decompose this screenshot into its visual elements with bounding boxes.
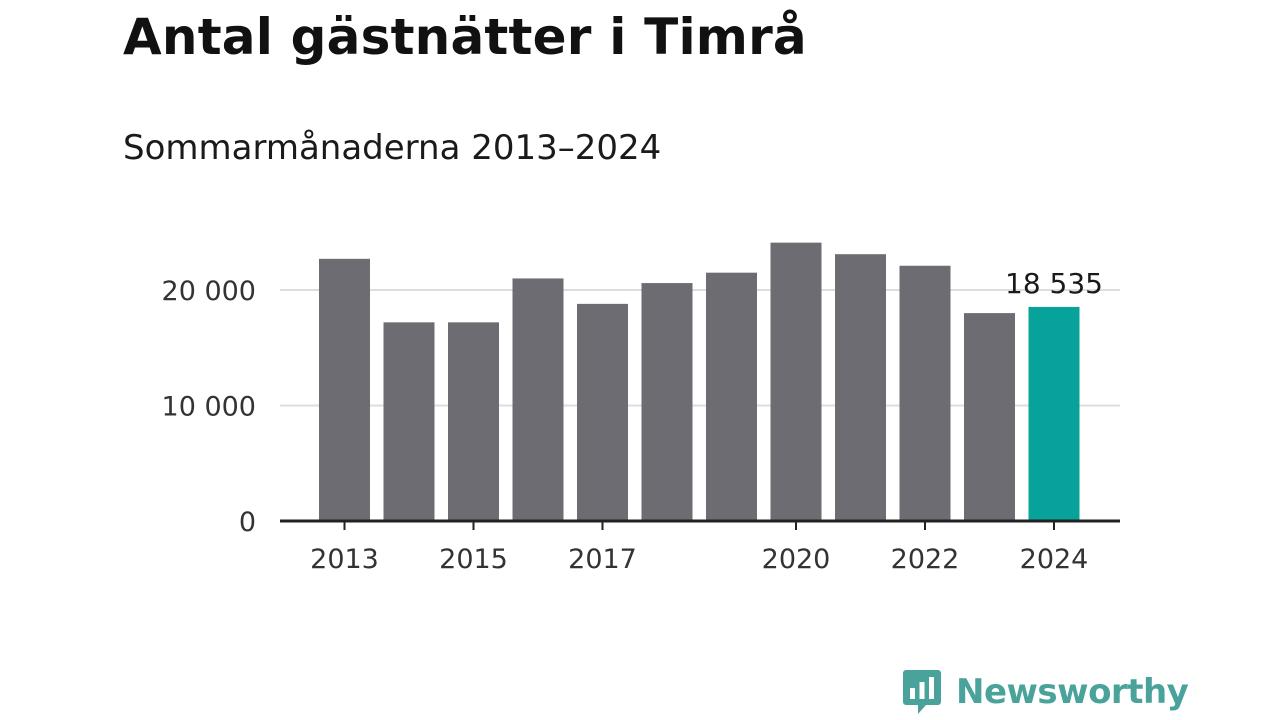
brand-name: Newsworthy [956, 672, 1189, 712]
bar [512, 278, 564, 521]
x-tick-label: 2020 [762, 544, 831, 575]
bar-chart-speech-bubble-icon [903, 670, 941, 714]
brand-logo: Newsworthy [902, 668, 1189, 716]
x-tick-label: 2015 [439, 544, 508, 575]
bar [964, 313, 1015, 521]
bar [383, 322, 435, 521]
highlighted-bar [1028, 306, 1080, 521]
bar [899, 265, 951, 521]
bar [319, 258, 370, 521]
x-tick-label: 2022 [891, 544, 960, 575]
chart-subtitle: Sommarmånaderna 2013–2024 [123, 128, 662, 168]
bar [577, 303, 628, 521]
data-label: 18 535 [1005, 267, 1103, 300]
bar [835, 254, 886, 521]
x-tick-label: 2017 [568, 544, 637, 575]
y-tick-label: 20 000 [162, 276, 256, 307]
x-tick-label: 2024 [1020, 544, 1089, 575]
bar [706, 272, 757, 521]
bar [770, 242, 822, 521]
bar [641, 283, 693, 521]
bar [448, 322, 499, 521]
x-tick-label: 2013 [310, 544, 379, 575]
y-tick-label: 10 000 [162, 392, 256, 423]
chart-title: Antal gästnätter i Timrå [123, 8, 807, 66]
y-tick-label: 0 [239, 507, 256, 538]
